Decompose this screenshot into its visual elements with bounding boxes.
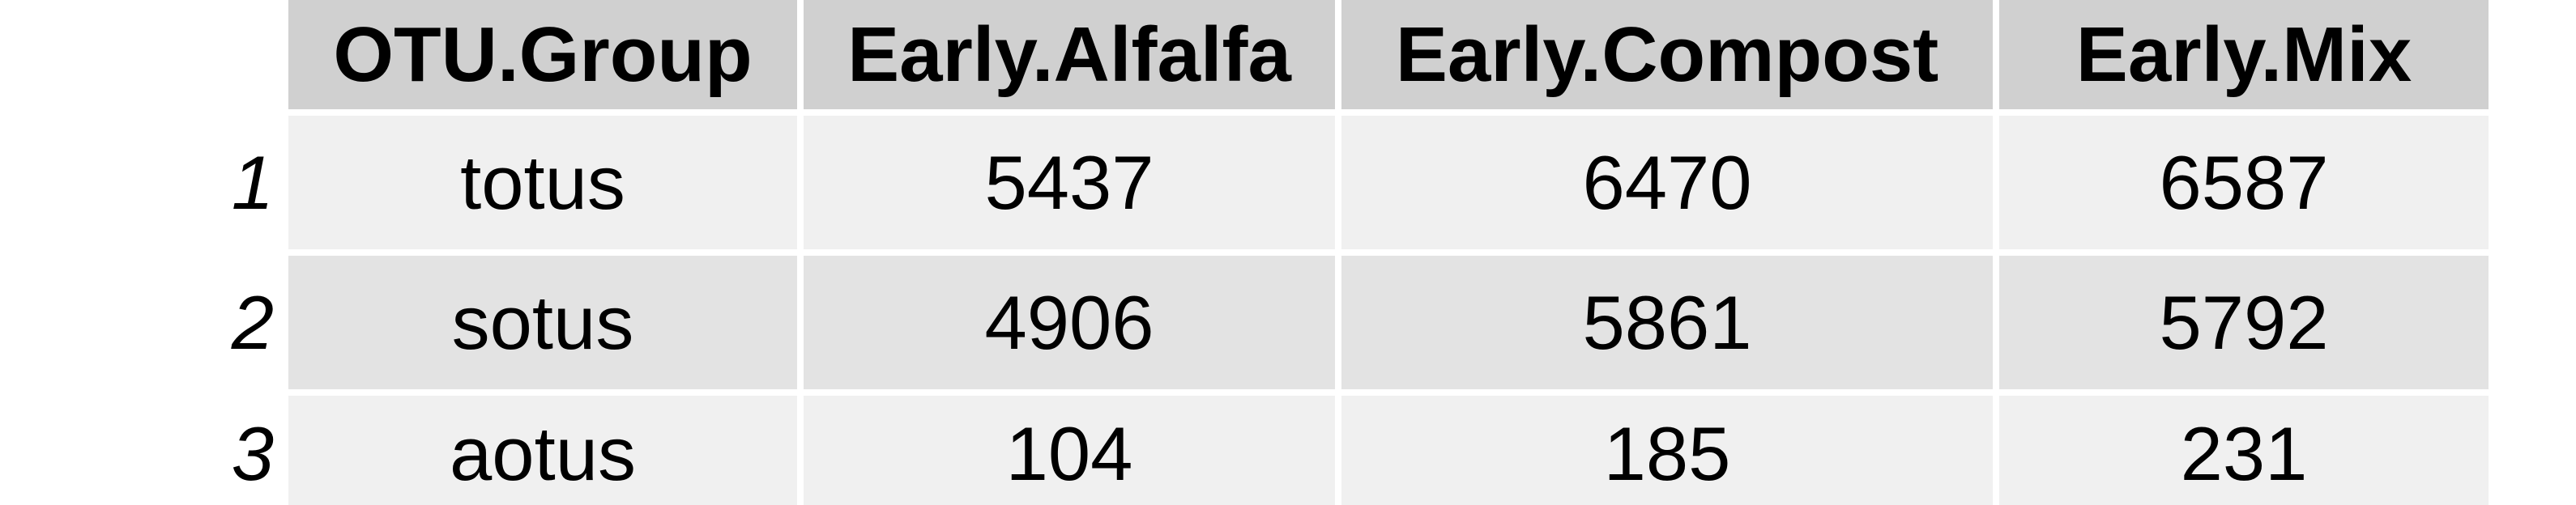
table-cell: 5437 [804, 116, 1335, 249]
table-cell: 185 [1341, 396, 1993, 505]
header-early-alfalfa: Early.Alfalfa [804, 0, 1335, 109]
table-cell: 4906 [804, 256, 1335, 389]
table-cell: aotus [288, 396, 797, 505]
table-cell: 5861 [1341, 256, 1993, 389]
table-cell: 6587 [1999, 116, 2489, 249]
header-early-mix: Early.Mix [1999, 0, 2489, 109]
table-cell: 6470 [1341, 116, 1993, 249]
table-cell: totus [288, 116, 797, 249]
table-cell: sotus [288, 256, 797, 389]
data-table: OTU.Group Early.Alfalfa Early.Compost Ea… [0, 0, 2489, 505]
table-cell: 5792 [1999, 256, 2489, 389]
table-cell: 231 [1999, 396, 2489, 505]
header-early-compost: Early.Compost [1341, 0, 1993, 109]
corner-cell [0, 0, 282, 109]
table-cell: 104 [804, 396, 1335, 505]
row-index: 3 [0, 396, 282, 505]
header-otu-group: OTU.Group [288, 0, 797, 109]
row-index: 1 [0, 116, 282, 249]
row-index: 2 [0, 256, 282, 389]
